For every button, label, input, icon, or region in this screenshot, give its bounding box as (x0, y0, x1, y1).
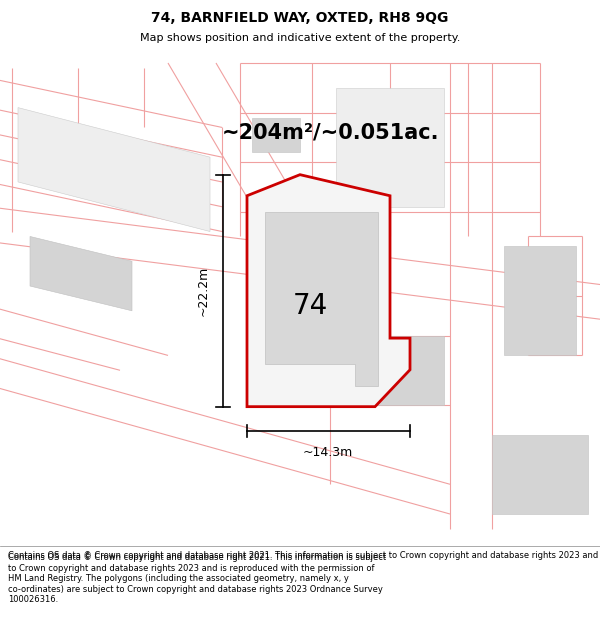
Polygon shape (336, 88, 444, 207)
Polygon shape (30, 236, 132, 311)
Text: ~22.2m: ~22.2m (197, 266, 209, 316)
Polygon shape (336, 336, 444, 405)
Polygon shape (247, 174, 410, 407)
Text: 74, BARNFIELD WAY, OXTED, RH8 9QG: 74, BARNFIELD WAY, OXTED, RH8 9QG (151, 11, 449, 24)
Text: Map shows position and indicative extent of the property.: Map shows position and indicative extent… (140, 32, 460, 43)
Text: ~204m²/~0.051ac.: ~204m²/~0.051ac. (221, 122, 439, 142)
Polygon shape (265, 212, 378, 386)
Polygon shape (504, 246, 576, 356)
Polygon shape (252, 118, 300, 152)
Text: Contains OS data © Crown copyright and database right 2021. This information is : Contains OS data © Crown copyright and d… (8, 551, 600, 560)
Polygon shape (492, 435, 588, 514)
Text: ~14.3m: ~14.3m (303, 446, 353, 459)
Polygon shape (18, 107, 210, 231)
Text: 74: 74 (292, 292, 328, 321)
Text: Contains OS data © Crown copyright and database right 2021. This information is : Contains OS data © Crown copyright and d… (8, 554, 386, 604)
